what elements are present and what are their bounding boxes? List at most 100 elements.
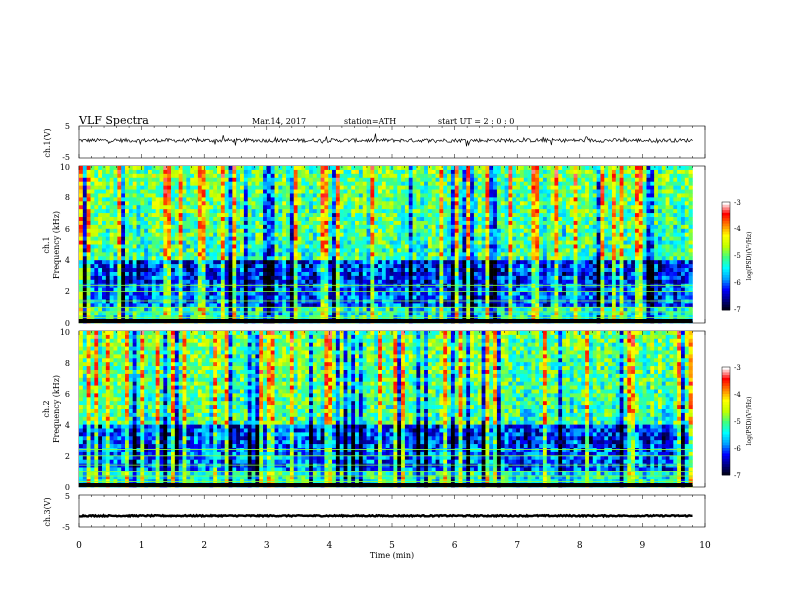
spectrogram-cell bbox=[435, 248, 440, 253]
spectrogram-cell bbox=[565, 209, 571, 214]
spectrogram-cell bbox=[493, 240, 498, 245]
spectrogram-cell bbox=[378, 189, 383, 194]
spectrogram-cell bbox=[90, 252, 95, 257]
spectrogram-cell bbox=[178, 185, 183, 190]
spectrogram-cell bbox=[297, 197, 302, 202]
spectrogram-cell bbox=[370, 213, 375, 218]
spectrogram-cell bbox=[324, 224, 329, 230]
spectrogram-cell bbox=[665, 217, 670, 222]
spectrogram-cell bbox=[163, 256, 168, 261]
spectrogram-cell bbox=[638, 173, 643, 179]
spectrogram-cell bbox=[213, 244, 218, 249]
spectrogram-cell bbox=[558, 232, 563, 237]
spectrogram-cell bbox=[454, 166, 459, 171]
spectrogram-cell bbox=[585, 240, 590, 245]
spectrogram-cell bbox=[263, 166, 268, 171]
spectrogram-cell bbox=[171, 279, 176, 285]
spectrogram-cell bbox=[404, 185, 410, 190]
spectrogram-cell bbox=[408, 228, 413, 234]
spectrogram-cell bbox=[98, 232, 103, 237]
spectrogram-cell bbox=[623, 279, 628, 285]
spectrogram-cell bbox=[378, 193, 383, 198]
spectrogram-cell bbox=[178, 232, 183, 237]
spectrogram-cell bbox=[458, 166, 463, 171]
spectrogram-cell bbox=[109, 205, 114, 210]
spectrogram-cell bbox=[431, 189, 436, 194]
spectrogram-cell bbox=[420, 264, 425, 269]
spectrogram-cell bbox=[581, 185, 586, 190]
spectrogram-cell bbox=[128, 181, 133, 186]
spectrogram-cell bbox=[339, 209, 344, 214]
spectrogram-cell bbox=[389, 236, 394, 241]
spectrogram-cell bbox=[615, 181, 620, 186]
spectrogram-cell bbox=[519, 181, 525, 186]
spectrogram-cell bbox=[343, 283, 348, 288]
spectrogram-cell bbox=[634, 240, 640, 245]
spectrogram-cell bbox=[351, 256, 356, 261]
spectrogram-cell bbox=[266, 193, 272, 198]
spectrogram-cell bbox=[615, 177, 620, 182]
spectrogram-cell bbox=[665, 181, 670, 186]
spectrogram-cell bbox=[562, 271, 567, 277]
spectrogram-cell bbox=[569, 193, 574, 198]
spectrogram-cell bbox=[171, 193, 176, 198]
spectrogram-cell bbox=[339, 189, 344, 194]
spectrogram-cell bbox=[489, 271, 494, 277]
spectrogram-cell bbox=[424, 197, 429, 202]
spectrogram-cell bbox=[550, 275, 555, 281]
spectrogram-cell bbox=[638, 275, 643, 281]
spectrogram-cell bbox=[286, 220, 291, 226]
spectrogram-cell bbox=[102, 256, 107, 261]
spectrogram-cell bbox=[458, 240, 463, 245]
spectrogram-cell bbox=[611, 185, 617, 190]
spectrogram-cell bbox=[439, 189, 444, 194]
spectrogram-cell bbox=[550, 279, 555, 285]
spectrogram-cell bbox=[450, 213, 456, 218]
spectrogram-cell bbox=[324, 228, 329, 234]
spectrogram-cell bbox=[128, 224, 133, 230]
spectrogram-cell bbox=[519, 264, 525, 269]
spectrogram-cell bbox=[424, 166, 429, 171]
spectrogram-cell bbox=[661, 248, 666, 253]
spectrogram-cell bbox=[362, 256, 367, 261]
spectrogram-cell bbox=[121, 275, 126, 281]
spectrogram-cell bbox=[573, 213, 578, 218]
spectrogram-cell bbox=[397, 217, 402, 222]
spectrogram-cell bbox=[186, 232, 191, 237]
spectrogram-cell bbox=[462, 209, 467, 214]
spectrogram-cell bbox=[320, 177, 325, 182]
spectrogram-cell bbox=[98, 268, 103, 273]
spectrogram-cell bbox=[121, 197, 126, 202]
spectrogram-cell bbox=[435, 268, 440, 273]
spectrogram-cell bbox=[163, 248, 168, 253]
spectrogram-cell bbox=[535, 205, 540, 210]
spectrogram-cell bbox=[389, 181, 394, 186]
spectrogram-cell bbox=[236, 271, 241, 277]
spectrogram-cell bbox=[427, 169, 433, 175]
spectrogram-cell bbox=[167, 248, 172, 253]
spectrogram-cell bbox=[174, 275, 179, 281]
spectrogram-cell bbox=[255, 283, 260, 288]
spectrogram-cell bbox=[508, 217, 513, 222]
ch1-spectrogram-image bbox=[79, 166, 693, 324]
spectrogram-cell bbox=[243, 177, 248, 182]
spectrogram-cell bbox=[370, 209, 375, 214]
spectrogram-cell bbox=[309, 224, 314, 230]
spectrogram-cell bbox=[627, 166, 632, 171]
spectrogram-cell bbox=[86, 260, 91, 265]
spectrogram-cell bbox=[343, 177, 348, 182]
spectrogram-cell bbox=[588, 197, 594, 202]
spectrogram-cell bbox=[174, 189, 179, 194]
spectrogram-cell bbox=[140, 244, 145, 249]
spectrogram-cell bbox=[270, 220, 275, 226]
spectrogram-cell bbox=[128, 268, 133, 273]
spectrogram-cell bbox=[558, 271, 563, 277]
spectrogram-cell bbox=[431, 256, 436, 261]
spectrogram-cell bbox=[401, 213, 406, 218]
spectrogram-cell bbox=[125, 213, 130, 218]
spectrogram-cell bbox=[657, 248, 663, 253]
spectrogram-cell bbox=[508, 205, 513, 210]
spectrogram-cell bbox=[105, 279, 110, 285]
spectrogram-cell bbox=[500, 217, 505, 222]
spectrogram-cell bbox=[619, 220, 624, 226]
